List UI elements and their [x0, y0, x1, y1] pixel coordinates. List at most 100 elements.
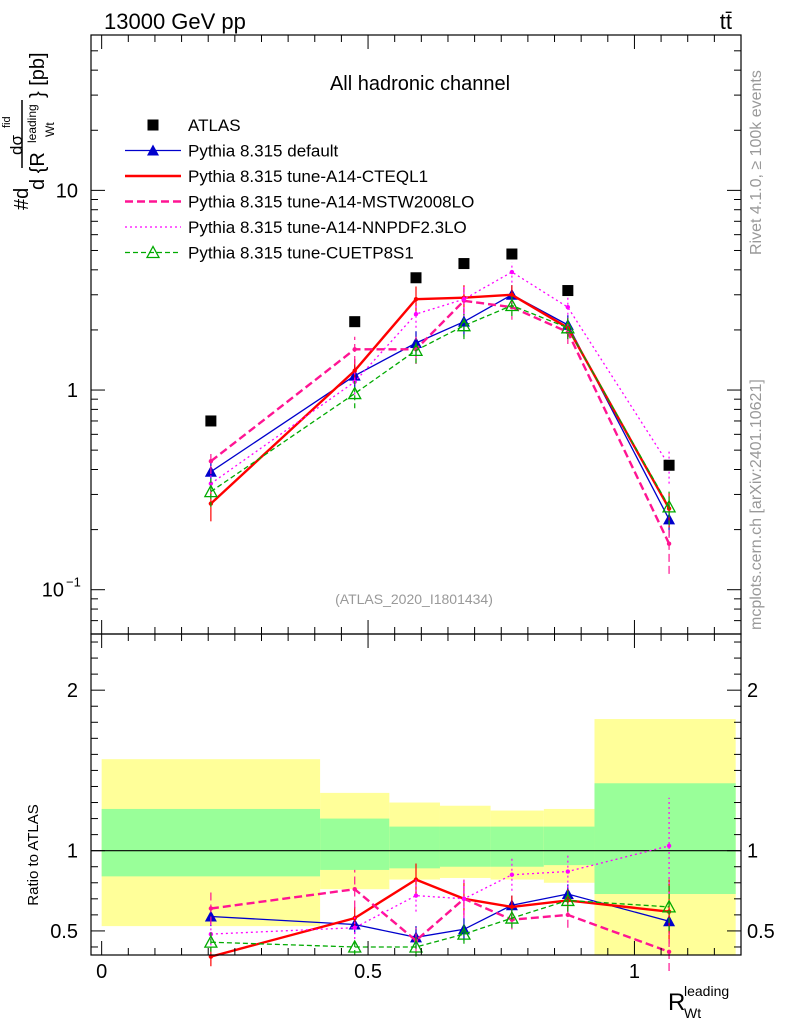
series-point — [504, 910, 519, 924]
svg-text:Wt: Wt — [43, 122, 57, 137]
legend-label: Pythia 8.315 tune-A14-MSTW2008LO — [188, 193, 474, 212]
series-point — [413, 893, 419, 898]
inner-band — [543, 826, 595, 866]
series-point — [456, 318, 472, 332]
energy-label: 13000 GeV pp — [104, 9, 246, 34]
svg-text:} [pb]: } [pb] — [27, 52, 49, 98]
atlas-data — [205, 248, 675, 471]
series-point — [208, 481, 214, 486]
series-point — [203, 484, 218, 498]
ratio-y-tick-label-right: 1 — [747, 841, 758, 863]
series-point — [509, 269, 515, 275]
svg-text:d {R: d {R — [27, 152, 49, 190]
mcplots-label: mcplots.cern.ch [arXiv:2401.10621] — [748, 379, 765, 630]
legend-label: Pythia 8.315 tune-CUETP8S1 — [188, 244, 414, 263]
series-point — [565, 869, 571, 874]
series-point — [461, 297, 467, 302]
svg-text:leading: leading — [25, 104, 39, 143]
legend-label: Pythia 8.315 tune-A14-NNPDF2.3LO — [188, 218, 467, 237]
legend-entry: Pythia 8.315 tune-A14-NNPDF2.3LO — [125, 218, 467, 237]
ratio-y-tick-label-right: 2 — [747, 680, 758, 702]
series-point — [461, 896, 467, 902]
legend-entry: Pythia 8.315 tune-A14-MSTW2008LO — [125, 193, 474, 212]
svg-text:dσ: dσ — [7, 135, 26, 155]
series-point — [666, 843, 672, 849]
series-point — [560, 320, 575, 334]
series-1 — [208, 285, 672, 528]
legend-label: ATLAS — [188, 116, 241, 135]
atlas-point — [410, 272, 422, 284]
y-tick-label: 10 — [42, 580, 64, 602]
ratio-frame — [90, 633, 742, 956]
atlas-point — [205, 415, 217, 427]
series-point — [509, 292, 515, 297]
series-point — [408, 939, 424, 953]
series-2 — [208, 287, 672, 574]
atlas-point — [349, 316, 361, 328]
legend-entry: Pythia 8.315 tune-CUETP8S1 — [125, 244, 414, 263]
series-point — [413, 297, 419, 302]
legend-marker — [147, 144, 159, 156]
y-tick-label: 10 — [56, 180, 78, 202]
atlas-point — [506, 248, 518, 260]
inner-band — [594, 783, 736, 895]
series-line — [210, 271, 670, 485]
series-point — [509, 872, 515, 877]
series-line — [210, 304, 670, 508]
series-3 — [208, 797, 672, 946]
inner-band — [101, 808, 321, 877]
inner-band — [320, 818, 390, 870]
atlas-point — [562, 285, 574, 297]
legend-label: Pythia 8.315 tune-A14-CTEQL1 — [188, 167, 428, 186]
svg-text:R: R — [668, 989, 685, 1016]
series-point — [408, 343, 424, 357]
series-point — [347, 386, 362, 400]
legend-marker — [145, 245, 161, 259]
x-tick-label: 0.5 — [354, 961, 382, 983]
series-point — [204, 910, 217, 922]
legend-marker — [147, 119, 159, 131]
series-point — [565, 912, 571, 918]
ratio-y-tick-label: 0.5 — [50, 921, 78, 943]
series-point — [352, 886, 357, 892]
y-tick-label: 1 — [67, 380, 78, 402]
legend-label: Pythia 8.315 default — [188, 142, 339, 161]
series-point — [666, 949, 672, 954]
series-point — [413, 311, 419, 317]
series-point — [208, 906, 214, 911]
legend-entry: ATLAS — [147, 116, 241, 135]
legend-entry: Pythia 8.315 tune-A14-CTEQL1 — [125, 167, 428, 186]
inner-band — [439, 826, 491, 867]
svg-text:fid: fid — [1, 116, 13, 128]
inner-band — [490, 826, 544, 867]
main-ylabel: #d dσ fid d {R leading Wt } [pb] — [1, 52, 57, 210]
ratio-y-tick-label: 1 — [67, 841, 78, 863]
svg-text:leading: leading — [684, 983, 729, 999]
series-point — [352, 368, 357, 373]
ratio-ylabel: Ratio to ATLAS — [25, 804, 42, 905]
series-4 — [203, 882, 677, 957]
series-point — [661, 499, 677, 513]
series-point — [352, 925, 357, 930]
series-line — [210, 299, 671, 545]
legend-entry: Pythia 8.315 default — [125, 142, 339, 161]
series-point — [456, 926, 472, 940]
x-tick-label: 0 — [96, 961, 107, 983]
series-point — [413, 877, 419, 882]
series-point — [509, 904, 515, 910]
series-point — [661, 899, 677, 913]
series-point — [208, 459, 214, 464]
svg-text:#d: #d — [11, 188, 33, 210]
series-point — [203, 934, 218, 948]
series-point — [347, 939, 362, 953]
atlas-point — [663, 459, 675, 471]
ratio-y-tick-label-right: 0.5 — [747, 921, 775, 943]
series-point — [352, 347, 357, 352]
uncertainty-bands — [101, 719, 736, 955]
svg-text:Wt: Wt — [684, 1005, 701, 1021]
series-point — [560, 893, 575, 907]
y-tick-label-exponent: −1 — [66, 575, 81, 590]
series-point — [666, 541, 672, 546]
